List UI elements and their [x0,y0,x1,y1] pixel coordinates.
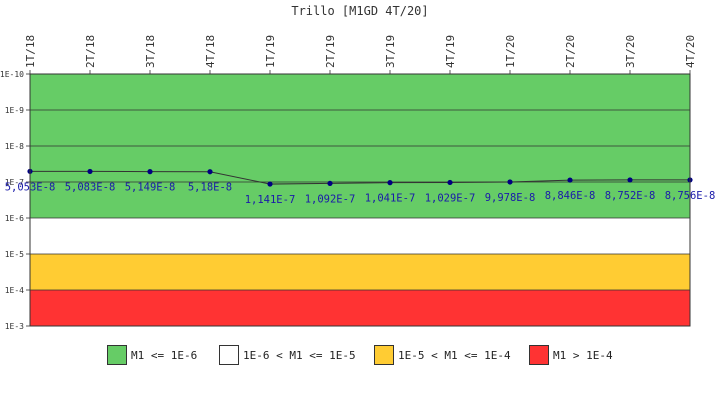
y-tick-label-7: 1E-4 [5,286,24,295]
data-point-6 [327,180,333,186]
data-point-3 [147,169,153,175]
band-3 [30,254,690,290]
x-tick-label-11: 3T/20 [624,35,637,68]
data-point-10 [567,177,573,183]
x-tick-label-5: 1T/19 [264,35,277,68]
x-tick-label-6: 2T/19 [324,35,337,68]
data-label-7: 1,041E-7 [365,193,416,205]
legend-swatch-4 [529,345,549,365]
data-point-11 [627,177,633,183]
legend-swatch-1 [107,345,127,365]
legend-item-3: 1E-5 < M1 <= 1E-4 [374,344,511,366]
data-label-11: 8,752E-8 [605,190,656,202]
data-label-3: 5,149E-8 [125,182,176,194]
data-point-2 [87,168,93,175]
legend-item-2: 1E-6 < M1 <= 1E-5 [219,344,356,366]
data-label-5: 1,141E-7 [245,194,296,206]
y-tick-label-3: 1E-8 [5,142,24,151]
y-tick-label-5: 1E-6 [5,214,24,223]
data-label-8: 1,029E-7 [425,192,476,204]
series-line-1 [29,170,691,185]
data-point-8 [447,179,453,186]
x-tick-label-3: 3T/18 [144,35,157,68]
legend-label-1: M1 <= 1E-6 [131,348,198,362]
plot-frame [29,73,691,327]
x-tick-label-4: 4T/18 [204,35,217,68]
legend: M1 <= 1E-6 1E-6 < M1 <= 1E-5 1E-5 < M1 <… [0,344,720,368]
data-label-10: 8,846E-8 [545,190,596,202]
data-point-7 [387,180,393,186]
data-point-9 [507,179,513,185]
legend-label-2: 1E-6 < M1 <= 1E-5 [243,348,356,362]
legend-item-4: M1 > 1E-4 [529,344,613,366]
x-tick-label-9: 1T/20 [504,35,517,68]
data-label-6: 1,092E-7 [305,193,356,205]
x-tick-label-10: 2T/20 [564,35,577,68]
x-tick-label-2: 2T/18 [84,35,97,68]
chart-title: Trillo [M1GD 4T/20] [291,4,428,18]
legend-item-1: M1 <= 1E-6 [107,344,197,366]
y-tick-label-6: 1E-5 [5,250,24,259]
y-tick-label-1: 1E-10 [0,70,24,79]
y-tick-label-8: 1E-3 [5,322,24,331]
legend-label-3: 1E-5 < M1 <= 1E-4 [398,348,511,362]
band-4 [30,290,690,326]
x-tick-label-12: 4T/20 [684,35,697,68]
data-label-4: 5,18E-8 [188,182,232,194]
legend-label-4: M1 > 1E-4 [553,348,613,362]
y-tick-label-2: 1E-9 [5,106,24,115]
legend-swatch-2 [219,345,239,365]
legend-swatch-3 [374,345,394,365]
data-label-9: 9,978E-8 [485,192,536,204]
y-tick-label-4: 1E-7 [5,178,24,187]
data-label-2: 5,083E-8 [65,181,116,193]
x-tick-label-7: 3T/19 [384,35,397,68]
x-tick-label-8: 4T/19 [444,35,457,68]
x-tick-label-1: 1T/18 [24,35,37,68]
data-point-5 [267,181,273,187]
data-point-4 [207,169,213,175]
band-2 [30,218,690,254]
